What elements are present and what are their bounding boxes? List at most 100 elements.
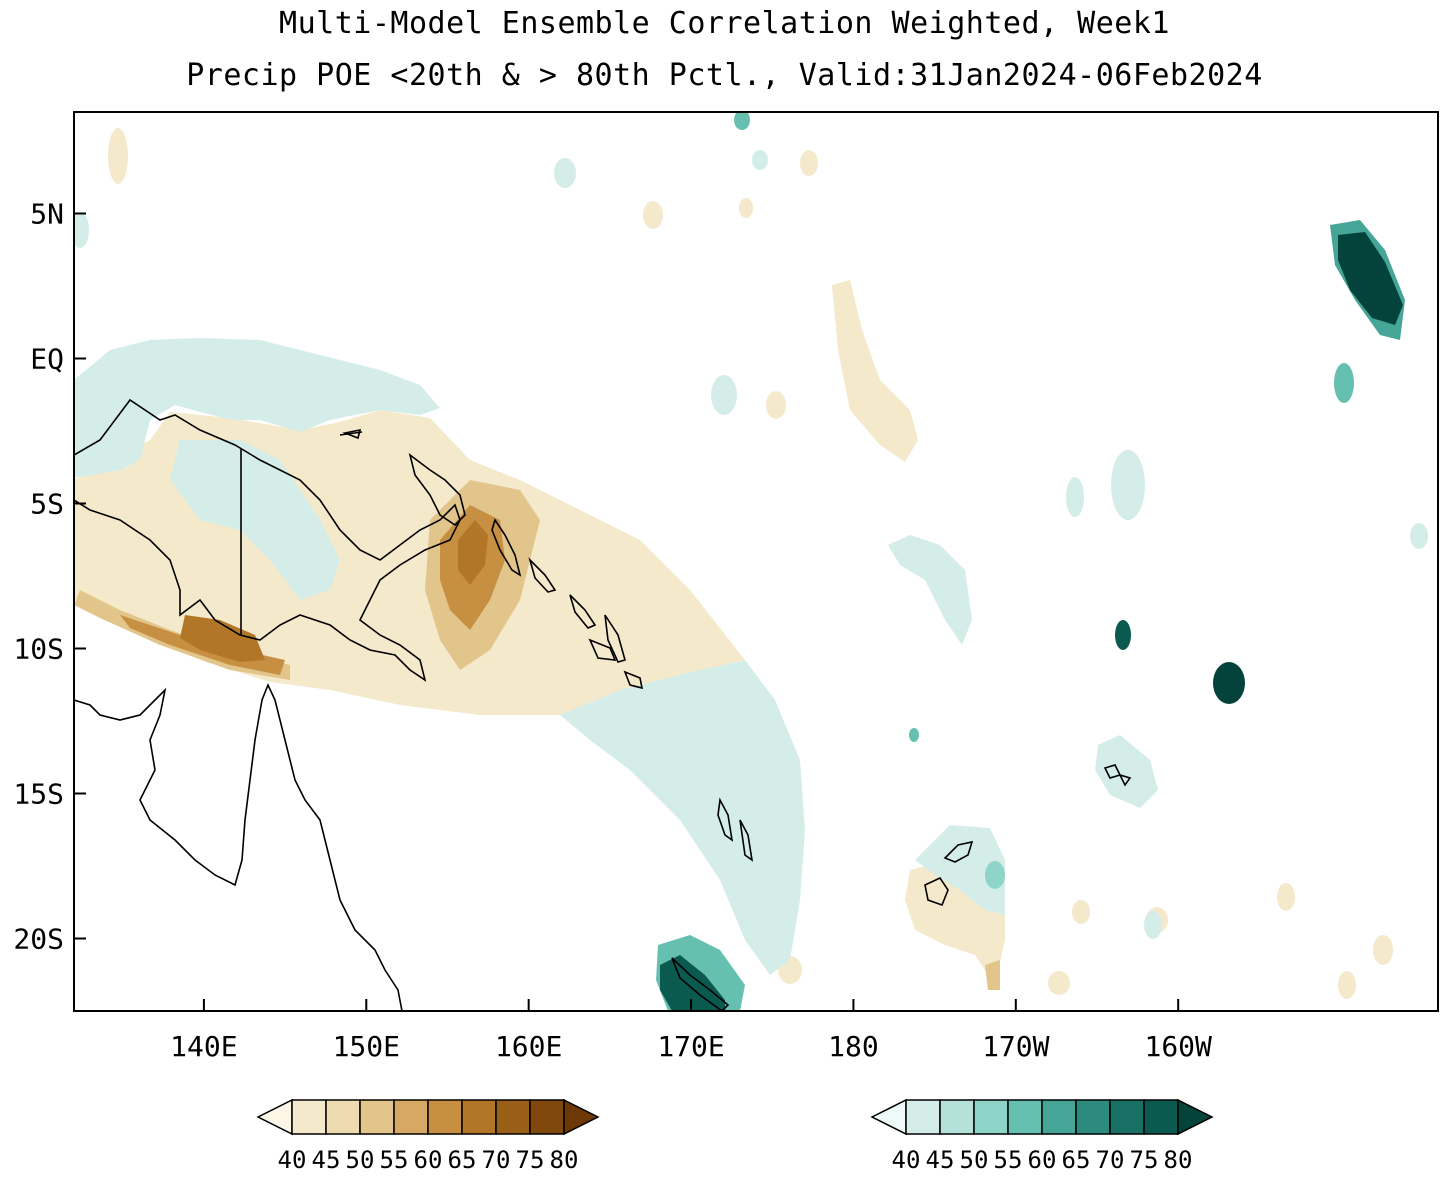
colorbar-label: 40	[892, 1146, 921, 1174]
bougainville	[491, 518, 522, 577]
colorbar-swatch	[495, 1099, 531, 1135]
wet-spot-b	[711, 375, 737, 415]
colorbar-swatch	[1109, 1099, 1145, 1135]
shaded-field	[74, 112, 1428, 1011]
wet-spot-h	[909, 728, 919, 742]
dry-spot-e	[766, 391, 786, 419]
wet-spot-d	[1066, 477, 1084, 517]
axis-ticks: 140E 150E 160E 170E 180 170W 160W 5N EQ 5S 10S 15S 2…	[13, 198, 1212, 1064]
colorbar-swatch	[1075, 1099, 1111, 1135]
wet-spot-f	[74, 212, 89, 248]
wet-spot-e	[1410, 523, 1428, 549]
wet-spot-c	[752, 150, 768, 170]
colorbar-extend-low	[256, 1098, 293, 1136]
new-caledonia-island	[671, 957, 730, 1011]
colorbar-swatch	[291, 1099, 327, 1135]
colorbar-label: 80	[1164, 1146, 1193, 1174]
island-north	[342, 428, 362, 440]
colorbar-label: 45	[312, 1146, 341, 1174]
map-subtitle: Precip POE <20th & > 80th Pctl., Valid:3…	[186, 58, 1263, 93]
x-tick-label: 160E	[495, 1030, 562, 1063]
x-tick-label: 140E	[170, 1030, 237, 1063]
wet-core-tokelau	[1115, 620, 1131, 650]
x-tick-label: 180	[828, 1030, 879, 1063]
solomons-1	[528, 557, 557, 593]
y-tick-label: EQ	[30, 343, 64, 376]
wet-spot-i	[734, 112, 750, 130]
colorbar-swatch	[1143, 1099, 1179, 1135]
colorbar-label: 55	[380, 1146, 409, 1174]
wet-region-phoenix	[1111, 450, 1145, 520]
dry-spot-i	[1048, 971, 1070, 995]
colorbar-swatch	[359, 1099, 395, 1135]
wet-region-vanuatu-arm	[560, 660, 805, 975]
dry-spot-f	[1277, 883, 1295, 911]
wet-region-tuvalu	[888, 535, 972, 645]
colorbar-label: 60	[1028, 1146, 1057, 1174]
map-title: Multi-Model Ensemble Correlation Weighte…	[279, 6, 1170, 41]
colorbar-swatch	[427, 1099, 463, 1135]
solomons-3	[604, 614, 626, 663]
dry-spot-c	[800, 150, 818, 176]
vanuatu-1	[717, 797, 734, 842]
wet-spot-g	[1144, 911, 1162, 939]
colorbar-label: 55	[994, 1146, 1023, 1174]
y-tick-label: 5S	[30, 488, 64, 521]
dry-spot-d	[739, 198, 753, 218]
wet-region-new-guinea-inland	[170, 440, 340, 600]
x-tick-label: 150E	[333, 1030, 400, 1063]
colorbar-swatch	[1007, 1099, 1043, 1135]
colorbar-swatch	[905, 1099, 941, 1135]
wet-spot-a	[554, 158, 576, 188]
colorbar-swatch	[1041, 1099, 1077, 1135]
vanuatu-2	[739, 819, 754, 862]
dry-spot-a	[108, 128, 128, 184]
wet-spot-k	[985, 861, 1005, 889]
colorbar-label: 65	[448, 1146, 477, 1174]
wet-core-hawaii-south-inner	[1338, 232, 1403, 325]
colorbar-label: 65	[1062, 1146, 1091, 1174]
colorbar-label: 75	[1130, 1146, 1159, 1174]
wet-core-cook	[1213, 662, 1245, 704]
dry-spot-b	[643, 201, 663, 229]
dry-spot-h	[1338, 971, 1356, 999]
dry-spot-k	[1072, 900, 1090, 924]
fiji-viti-levu	[924, 876, 949, 907]
colorbar-swatch	[461, 1099, 497, 1135]
colorbar-extend-high	[563, 1098, 600, 1136]
colorbar-extend-low	[870, 1098, 907, 1136]
x-tick-label: 170E	[657, 1030, 724, 1063]
colorbar-label: 45	[926, 1146, 955, 1174]
island-admiralty	[339, 431, 363, 436]
colorbar-label: 60	[414, 1146, 443, 1174]
x-tick-label: 170W	[982, 1030, 1050, 1063]
colorbar-swatch	[529, 1099, 565, 1135]
dry-spot-g	[1373, 935, 1393, 965]
samoa-2	[1118, 773, 1132, 787]
dry-region-gradient-3	[180, 615, 265, 662]
colorbar-swatch	[973, 1099, 1009, 1135]
wet-region-fiji	[915, 825, 1005, 915]
colorbar-label: 50	[960, 1146, 989, 1174]
colorbar-label: 80	[550, 1146, 579, 1174]
colorbar-swatch	[939, 1099, 975, 1135]
new-britain	[408, 453, 466, 527]
colorbar-label: 50	[346, 1146, 375, 1174]
dry-region-fiji-core	[985, 960, 1000, 990]
wet-spot-j	[1334, 363, 1354, 403]
y-tick-label: 15S	[13, 778, 64, 811]
wet-region-samoa	[1095, 735, 1158, 808]
colorbar-swatch	[325, 1099, 361, 1135]
y-tick-label: 20S	[13, 923, 64, 956]
solomons-4	[588, 638, 617, 661]
dry-region-bougainville-peak	[458, 520, 488, 585]
colorbar-above-normal: 40 45 50 55 60 65 70 75 80	[870, 1098, 1214, 1174]
wet-region-new-guinea	[74, 338, 440, 478]
y-tick-label: 5N	[30, 198, 64, 231]
solomons-5	[623, 670, 644, 690]
colorbar-label: 70	[482, 1146, 511, 1174]
colorbar-label: 70	[1096, 1146, 1125, 1174]
colorbar-extend-high	[1177, 1098, 1214, 1136]
coastlines	[74, 398, 1132, 1011]
